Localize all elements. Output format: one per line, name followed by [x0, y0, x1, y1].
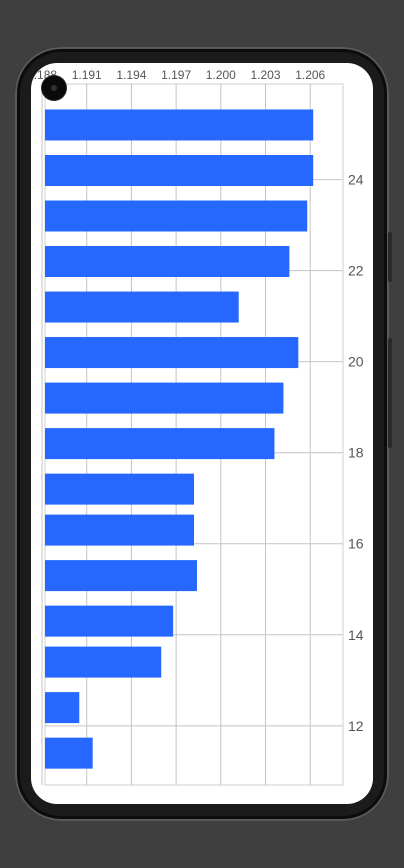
bar [45, 737, 93, 769]
bar [45, 337, 299, 369]
y-tick-label: 12 [348, 718, 364, 734]
x-tick-label: 1.191 [72, 68, 102, 82]
y-tick-label: 22 [348, 263, 364, 279]
bar [45, 200, 308, 232]
power-button [388, 338, 392, 448]
y-tick-label: 18 [348, 445, 364, 461]
bar [45, 382, 284, 414]
front-camera-icon [42, 76, 66, 100]
bar [45, 473, 194, 505]
bar [45, 605, 174, 637]
bar [45, 514, 194, 546]
bar [45, 646, 162, 678]
bar [45, 154, 314, 186]
y-tick-label: 24 [348, 172, 364, 188]
bar [45, 560, 197, 592]
x-tick-label: 1.200 [206, 68, 236, 82]
y-tick-label: 14 [348, 627, 364, 643]
x-tick-label: 1.206 [295, 68, 325, 82]
y-tick-label: 20 [348, 354, 364, 370]
bar [45, 428, 275, 460]
x-tick-label: 1.203 [251, 68, 281, 82]
y-tick-label: 16 [348, 536, 364, 552]
volume-button [388, 232, 392, 282]
bar [45, 291, 239, 323]
bar [45, 109, 314, 141]
x-tick-label: 1.194 [116, 68, 146, 82]
bar [45, 692, 80, 724]
bar [45, 246, 290, 278]
bar-chart: 1.1881.1911.1941.1971.2001.2031.20612141… [31, 68, 364, 786]
x-tick-label: 1.197 [161, 68, 191, 82]
screen: 1.1881.1911.1941.1971.2001.2031.20612141… [31, 63, 373, 804]
